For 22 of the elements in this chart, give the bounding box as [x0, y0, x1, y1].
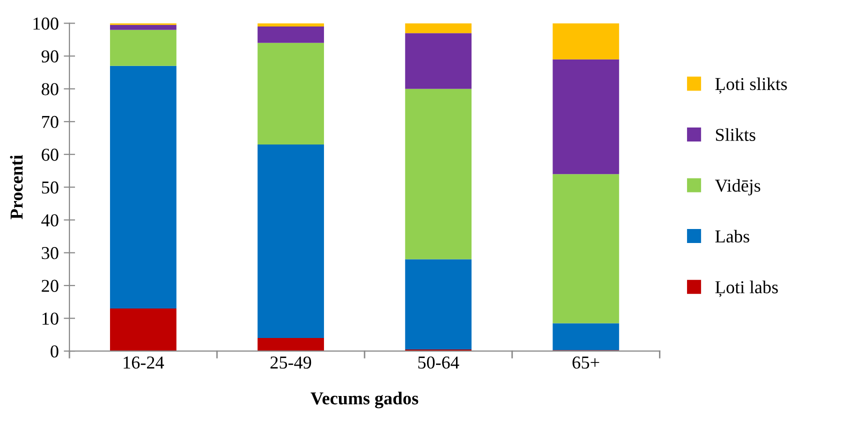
y-tick-label: 50 — [42, 181, 58, 194]
y-tick-label: 10 — [42, 312, 58, 325]
y-tick-label: 30 — [42, 247, 58, 260]
y-tick-label: 0 — [50, 345, 58, 358]
legend-label: Ļoti slikts — [715, 77, 787, 94]
y-tick-label: 40 — [41, 214, 58, 226]
y-tick-label: 20 — [42, 280, 58, 292]
y-tick-label: 60 — [42, 148, 58, 161]
x-tick-label: 50-64 — [418, 356, 460, 369]
y-tick-label: 80 — [42, 83, 58, 96]
legend-label: Labs — [715, 230, 750, 243]
y-tick-label: 100 — [34, 18, 58, 30]
legend-label: Vidējs — [715, 179, 760, 196]
x-tick-label: 65+ — [572, 356, 600, 369]
legend-label: Ļoti labs — [715, 280, 778, 297]
y-tick-label: 90 — [42, 50, 58, 62]
x-tick-label: 16-24 — [124, 356, 164, 369]
x-axis-title: Vecums gados — [310, 392, 418, 408]
legend-label: Slikts — [716, 128, 756, 141]
y-tick-label: 70 — [42, 116, 58, 128]
x-tick-label: 25-49 — [270, 356, 312, 369]
y-axis-title: Procenti — [10, 155, 23, 220]
